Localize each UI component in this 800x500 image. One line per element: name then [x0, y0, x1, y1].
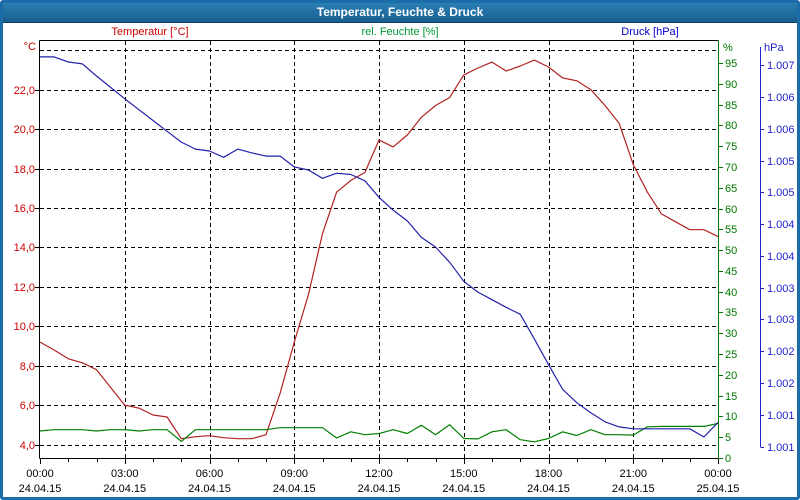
svg-text:24.04.15: 24.04.15	[103, 483, 146, 495]
legend-humidity-label: rel. Feuchte [%]	[361, 26, 439, 38]
window-title: Temperatur, Feuchte & Druck	[316, 5, 484, 19]
svg-text:20,0: 20,0	[14, 124, 35, 136]
svg-text:40: 40	[725, 287, 737, 299]
svg-text:1.007: 1.007	[767, 60, 795, 72]
svg-text:24.04.15: 24.04.15	[527, 483, 570, 495]
svg-text:03:00: 03:00	[111, 468, 139, 480]
svg-text:24.04.15: 24.04.15	[273, 483, 316, 495]
svg-text:50: 50	[725, 245, 737, 257]
svg-text:09:00: 09:00	[280, 468, 308, 480]
svg-text:35: 35	[725, 307, 737, 319]
svg-text:90: 90	[725, 79, 737, 91]
legend-pressure-label: Druck [hPa]	[621, 26, 679, 38]
svg-text:24.04.15: 24.04.15	[188, 483, 231, 495]
plot-border	[39, 40, 719, 459]
svg-text:12,0: 12,0	[14, 282, 35, 294]
svg-text:1.004: 1.004	[767, 251, 795, 263]
svg-text:15: 15	[725, 391, 737, 403]
svg-text:00:00: 00:00	[704, 468, 732, 480]
svg-text:6,0: 6,0	[20, 400, 35, 412]
temperature-axis: °C 22,0 20,0 18,0 16,0 14,0 12,0 10,0 8,0 6,0 4,0	[14, 41, 39, 452]
gridlines	[40, 41, 718, 458]
legend-temperature-label: Temperatur [°C]	[111, 26, 189, 38]
svg-text:1.002: 1.002	[767, 346, 795, 358]
chart-canvas: °C 22,0 20,0 18,0 16,0 14,0 12,0 10,0 8,0 6,0 4,0 0…	[14, 40, 795, 495]
svg-text:5: 5	[725, 432, 731, 444]
svg-text:95: 95	[725, 58, 737, 70]
pressure-curve	[40, 56, 719, 438]
svg-text:10: 10	[725, 411, 737, 423]
svg-text:1.001: 1.001	[767, 442, 795, 454]
svg-text:1.006: 1.006	[767, 124, 795, 136]
humidity-curve	[39, 422, 719, 443]
svg-text:°C: °C	[24, 41, 36, 53]
svg-text:24.04.15: 24.04.15	[442, 483, 485, 495]
svg-text:10,0: 10,0	[14, 321, 35, 333]
chart-legend: Temperatur [°C] rel. Feuchte [%] Druck […	[3, 25, 797, 40]
svg-text:80: 80	[725, 120, 737, 132]
svg-text:1.005: 1.005	[767, 156, 795, 168]
svg-text:1.003: 1.003	[767, 314, 795, 326]
svg-text:1.001: 1.001	[767, 410, 795, 422]
svg-text:25.04.15: 25.04.15	[697, 483, 740, 495]
svg-text:24.04.15: 24.04.15	[19, 483, 62, 495]
svg-text:1.005: 1.005	[767, 187, 795, 199]
svg-text:16,0: 16,0	[14, 203, 35, 215]
svg-text:65: 65	[725, 183, 737, 195]
svg-text:18,0: 18,0	[14, 164, 35, 176]
pressure-axis: hPa 1.001 1.001 1.002 1.002 1.003 1.003 1.004 1.…	[760, 42, 795, 454]
temperature-curve	[39, 59, 719, 440]
svg-text:1.002: 1.002	[767, 378, 795, 390]
svg-text:12:00: 12:00	[365, 468, 393, 480]
svg-text:0: 0	[725, 453, 731, 465]
svg-text:75: 75	[725, 141, 737, 153]
svg-text:24.04.15: 24.04.15	[612, 483, 655, 495]
svg-text:8,0: 8,0	[20, 361, 35, 373]
svg-text:55: 55	[725, 224, 737, 236]
svg-text:00:00: 00:00	[26, 468, 54, 480]
svg-text:25: 25	[725, 349, 737, 361]
svg-text:1.006: 1.006	[767, 92, 795, 104]
window-titlebar[interactable]: Temperatur, Feuchte & Druck	[3, 3, 797, 23]
svg-text:4,0: 4,0	[20, 440, 35, 452]
svg-text:06:00: 06:00	[196, 468, 224, 480]
svg-text:85: 85	[725, 100, 737, 112]
time-axis: 00:00 24.04.15 03:00 24.04.15 06:00 24.04.15 0…	[19, 459, 740, 495]
svg-text:hPa: hPa	[764, 42, 784, 54]
svg-text:60: 60	[725, 204, 737, 216]
svg-text:45: 45	[725, 266, 737, 278]
svg-text:%: %	[723, 42, 733, 54]
svg-text:15:00: 15:00	[450, 468, 478, 480]
svg-text:24.04.15: 24.04.15	[358, 483, 401, 495]
svg-text:22,0: 22,0	[14, 85, 35, 97]
svg-text:70: 70	[725, 162, 737, 174]
svg-text:21:00: 21:00	[619, 468, 647, 480]
svg-text:30: 30	[725, 328, 737, 340]
svg-text:1.004: 1.004	[767, 219, 795, 231]
svg-text:18:00: 18:00	[535, 468, 563, 480]
svg-text:1.003: 1.003	[767, 283, 795, 295]
svg-text:14,0: 14,0	[14, 242, 35, 254]
svg-text:20: 20	[725, 370, 737, 382]
